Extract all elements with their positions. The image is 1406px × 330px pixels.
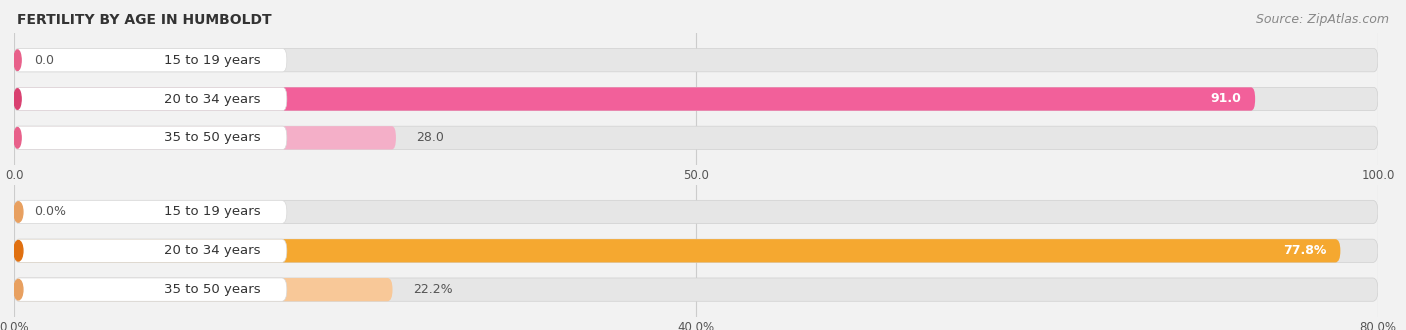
FancyBboxPatch shape	[14, 200, 1378, 224]
Text: 0.0: 0.0	[35, 54, 55, 67]
Text: 15 to 19 years: 15 to 19 years	[165, 54, 260, 67]
FancyBboxPatch shape	[14, 87, 1256, 111]
Text: 35 to 50 years: 35 to 50 years	[165, 131, 260, 144]
FancyBboxPatch shape	[14, 278, 392, 301]
FancyBboxPatch shape	[14, 126, 287, 149]
Circle shape	[14, 89, 21, 109]
FancyBboxPatch shape	[14, 126, 396, 149]
FancyBboxPatch shape	[14, 239, 1340, 262]
FancyBboxPatch shape	[14, 49, 1378, 72]
Text: 91.0: 91.0	[1211, 92, 1241, 106]
Text: Source: ZipAtlas.com: Source: ZipAtlas.com	[1256, 13, 1389, 26]
Text: 0.0%: 0.0%	[35, 206, 66, 218]
FancyBboxPatch shape	[14, 278, 287, 301]
FancyBboxPatch shape	[14, 278, 1378, 301]
FancyBboxPatch shape	[14, 49, 287, 72]
Text: 28.0: 28.0	[416, 131, 444, 144]
Text: 20 to 34 years: 20 to 34 years	[165, 92, 260, 106]
Circle shape	[14, 280, 22, 300]
Circle shape	[14, 128, 21, 148]
FancyBboxPatch shape	[14, 126, 1378, 149]
Text: 15 to 19 years: 15 to 19 years	[165, 206, 260, 218]
Text: 22.2%: 22.2%	[413, 283, 453, 296]
Circle shape	[14, 202, 22, 222]
FancyBboxPatch shape	[14, 87, 287, 111]
Text: 20 to 34 years: 20 to 34 years	[165, 244, 260, 257]
Circle shape	[14, 241, 22, 261]
FancyBboxPatch shape	[14, 87, 1378, 111]
Text: 77.8%: 77.8%	[1284, 244, 1327, 257]
Text: 35 to 50 years: 35 to 50 years	[165, 283, 260, 296]
Circle shape	[14, 50, 21, 70]
Text: FERTILITY BY AGE IN HUMBOLDT: FERTILITY BY AGE IN HUMBOLDT	[17, 13, 271, 27]
FancyBboxPatch shape	[14, 239, 287, 262]
FancyBboxPatch shape	[14, 239, 1378, 262]
FancyBboxPatch shape	[14, 200, 287, 224]
